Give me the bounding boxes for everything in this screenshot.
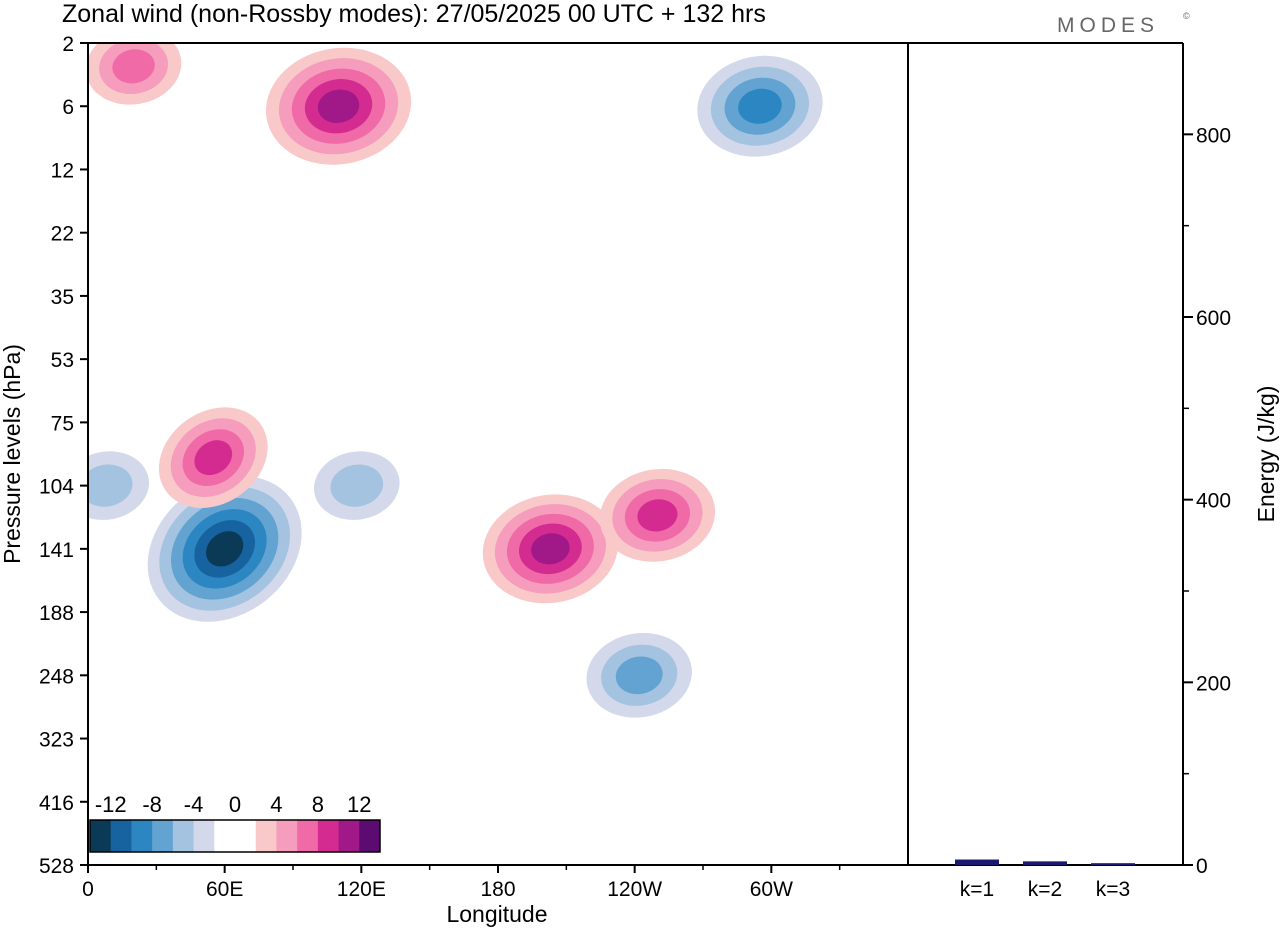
colorbar-frame — [89, 819, 381, 853]
energy-bars: 0 200 400 600 800 k=1 k=2 k=3 — [955, 124, 1231, 901]
contour-band — [637, 499, 678, 532]
energy-category-label: k=3 — [1096, 878, 1130, 901]
y-tick-label: 188 — [39, 602, 74, 625]
y-tick-label: 22 — [51, 223, 74, 246]
y-tick-label: 75 — [51, 412, 74, 435]
contour-feature — [314, 451, 400, 520]
colorbar-tick-label: -4 — [184, 792, 204, 817]
wind-field-plot — [88, 43, 908, 865]
colorbar-swatch — [110, 820, 132, 852]
contour-feature — [697, 55, 823, 157]
y-tick-label: 35 — [51, 286, 74, 309]
colorbar-swatch — [193, 820, 215, 852]
x-tick-label: 60E — [206, 878, 243, 901]
contour-band — [330, 464, 384, 507]
y-tick-label: 528 — [39, 855, 74, 878]
modes-logo: MODES — [1057, 14, 1159, 37]
y-tick-label: 53 — [51, 349, 74, 372]
energy-tick-label: 0 — [1196, 855, 1208, 878]
colorbar-swatch — [214, 820, 236, 852]
y-axis-label: Pressure levels (hPa) — [0, 344, 25, 564]
colorbar-tick-label: -8 — [142, 792, 162, 817]
contour-band — [738, 88, 782, 124]
energy-bar — [1023, 861, 1067, 865]
energy-axis-label: Energy (J/kg) — [1253, 386, 1279, 523]
y-tick-label: 6 — [62, 96, 74, 119]
contour-feature — [158, 407, 268, 508]
contour-band — [531, 533, 570, 565]
energy-tick-label: 200 — [1196, 672, 1231, 695]
colorbar-tick-label: -12 — [95, 792, 127, 817]
y-tick-label: 2 — [62, 33, 74, 56]
contour-feature — [482, 494, 619, 604]
energy-tick-label: 400 — [1196, 490, 1231, 513]
colorbar-swatch — [338, 820, 360, 852]
contour-band — [194, 440, 233, 476]
colorbar-swatch — [235, 820, 257, 852]
contour-feature — [599, 468, 716, 562]
y-tick-label: 104 — [39, 476, 74, 499]
y-tick-label: 416 — [39, 792, 74, 815]
colorbar-tick-label: 0 — [229, 792, 241, 817]
contour-band — [317, 89, 360, 123]
contour-band — [112, 49, 155, 84]
colorbar-swatch — [131, 820, 153, 852]
colorbar-tick-label: 12 — [347, 792, 371, 817]
x-tick-label: 180 — [480, 878, 515, 901]
contour-band — [206, 531, 244, 567]
colorbar-swatch — [276, 820, 298, 852]
contour-band — [615, 656, 663, 695]
colorbar-swatch — [359, 820, 381, 852]
y-tick-label: 141 — [39, 539, 74, 562]
x-tick-label: 120E — [337, 878, 386, 901]
colorbar-swatch — [90, 820, 112, 852]
contour-feature — [88, 451, 149, 520]
x-axis-label: Longitude — [446, 901, 547, 927]
x-tick-label: 120W — [607, 878, 662, 901]
y-tick-label: 12 — [51, 159, 74, 182]
energy-category-label: k=2 — [1028, 878, 1062, 901]
colorbar-swatch — [172, 820, 195, 852]
energy-bar — [1091, 863, 1135, 866]
contour-layer — [88, 43, 823, 718]
colorbar-swatch — [297, 820, 319, 852]
x-tick-label: 0 — [82, 878, 94, 901]
x-axis: 0 60E 120E 180 120W 60W — [82, 865, 841, 901]
contour-feature — [265, 47, 412, 165]
colorbar-swatch — [152, 820, 174, 852]
colorbar-tick-label: 4 — [270, 792, 282, 817]
energy-category-label: k=1 — [960, 878, 994, 901]
copyright-mark: © — [1183, 11, 1190, 21]
energy-bar — [955, 859, 999, 865]
colorbar-swatch — [255, 820, 277, 852]
energy-tick-label: 800 — [1196, 124, 1231, 147]
contour-feature — [88, 43, 182, 105]
energy-tick-label: 600 — [1196, 307, 1231, 330]
contour-feature — [586, 632, 692, 718]
y-tick-label: 323 — [39, 729, 74, 752]
x-tick-label: 60W — [750, 878, 793, 901]
chart-title: Zonal wind (non-Rossby modes): 27/05/202… — [62, 0, 766, 28]
contour-feature — [147, 475, 302, 622]
colorbar-tick-label: 8 — [312, 792, 324, 817]
colorbar: -12 -8 -4 0 4 8 12 — [89, 792, 381, 853]
colorbar-swatch — [317, 820, 340, 852]
y-tick-label: 248 — [39, 665, 74, 688]
contour-band — [88, 464, 133, 507]
y-axis: 2 6 12 22 35 53 75 104 141 188 248 323 416 528 — [39, 33, 88, 878]
